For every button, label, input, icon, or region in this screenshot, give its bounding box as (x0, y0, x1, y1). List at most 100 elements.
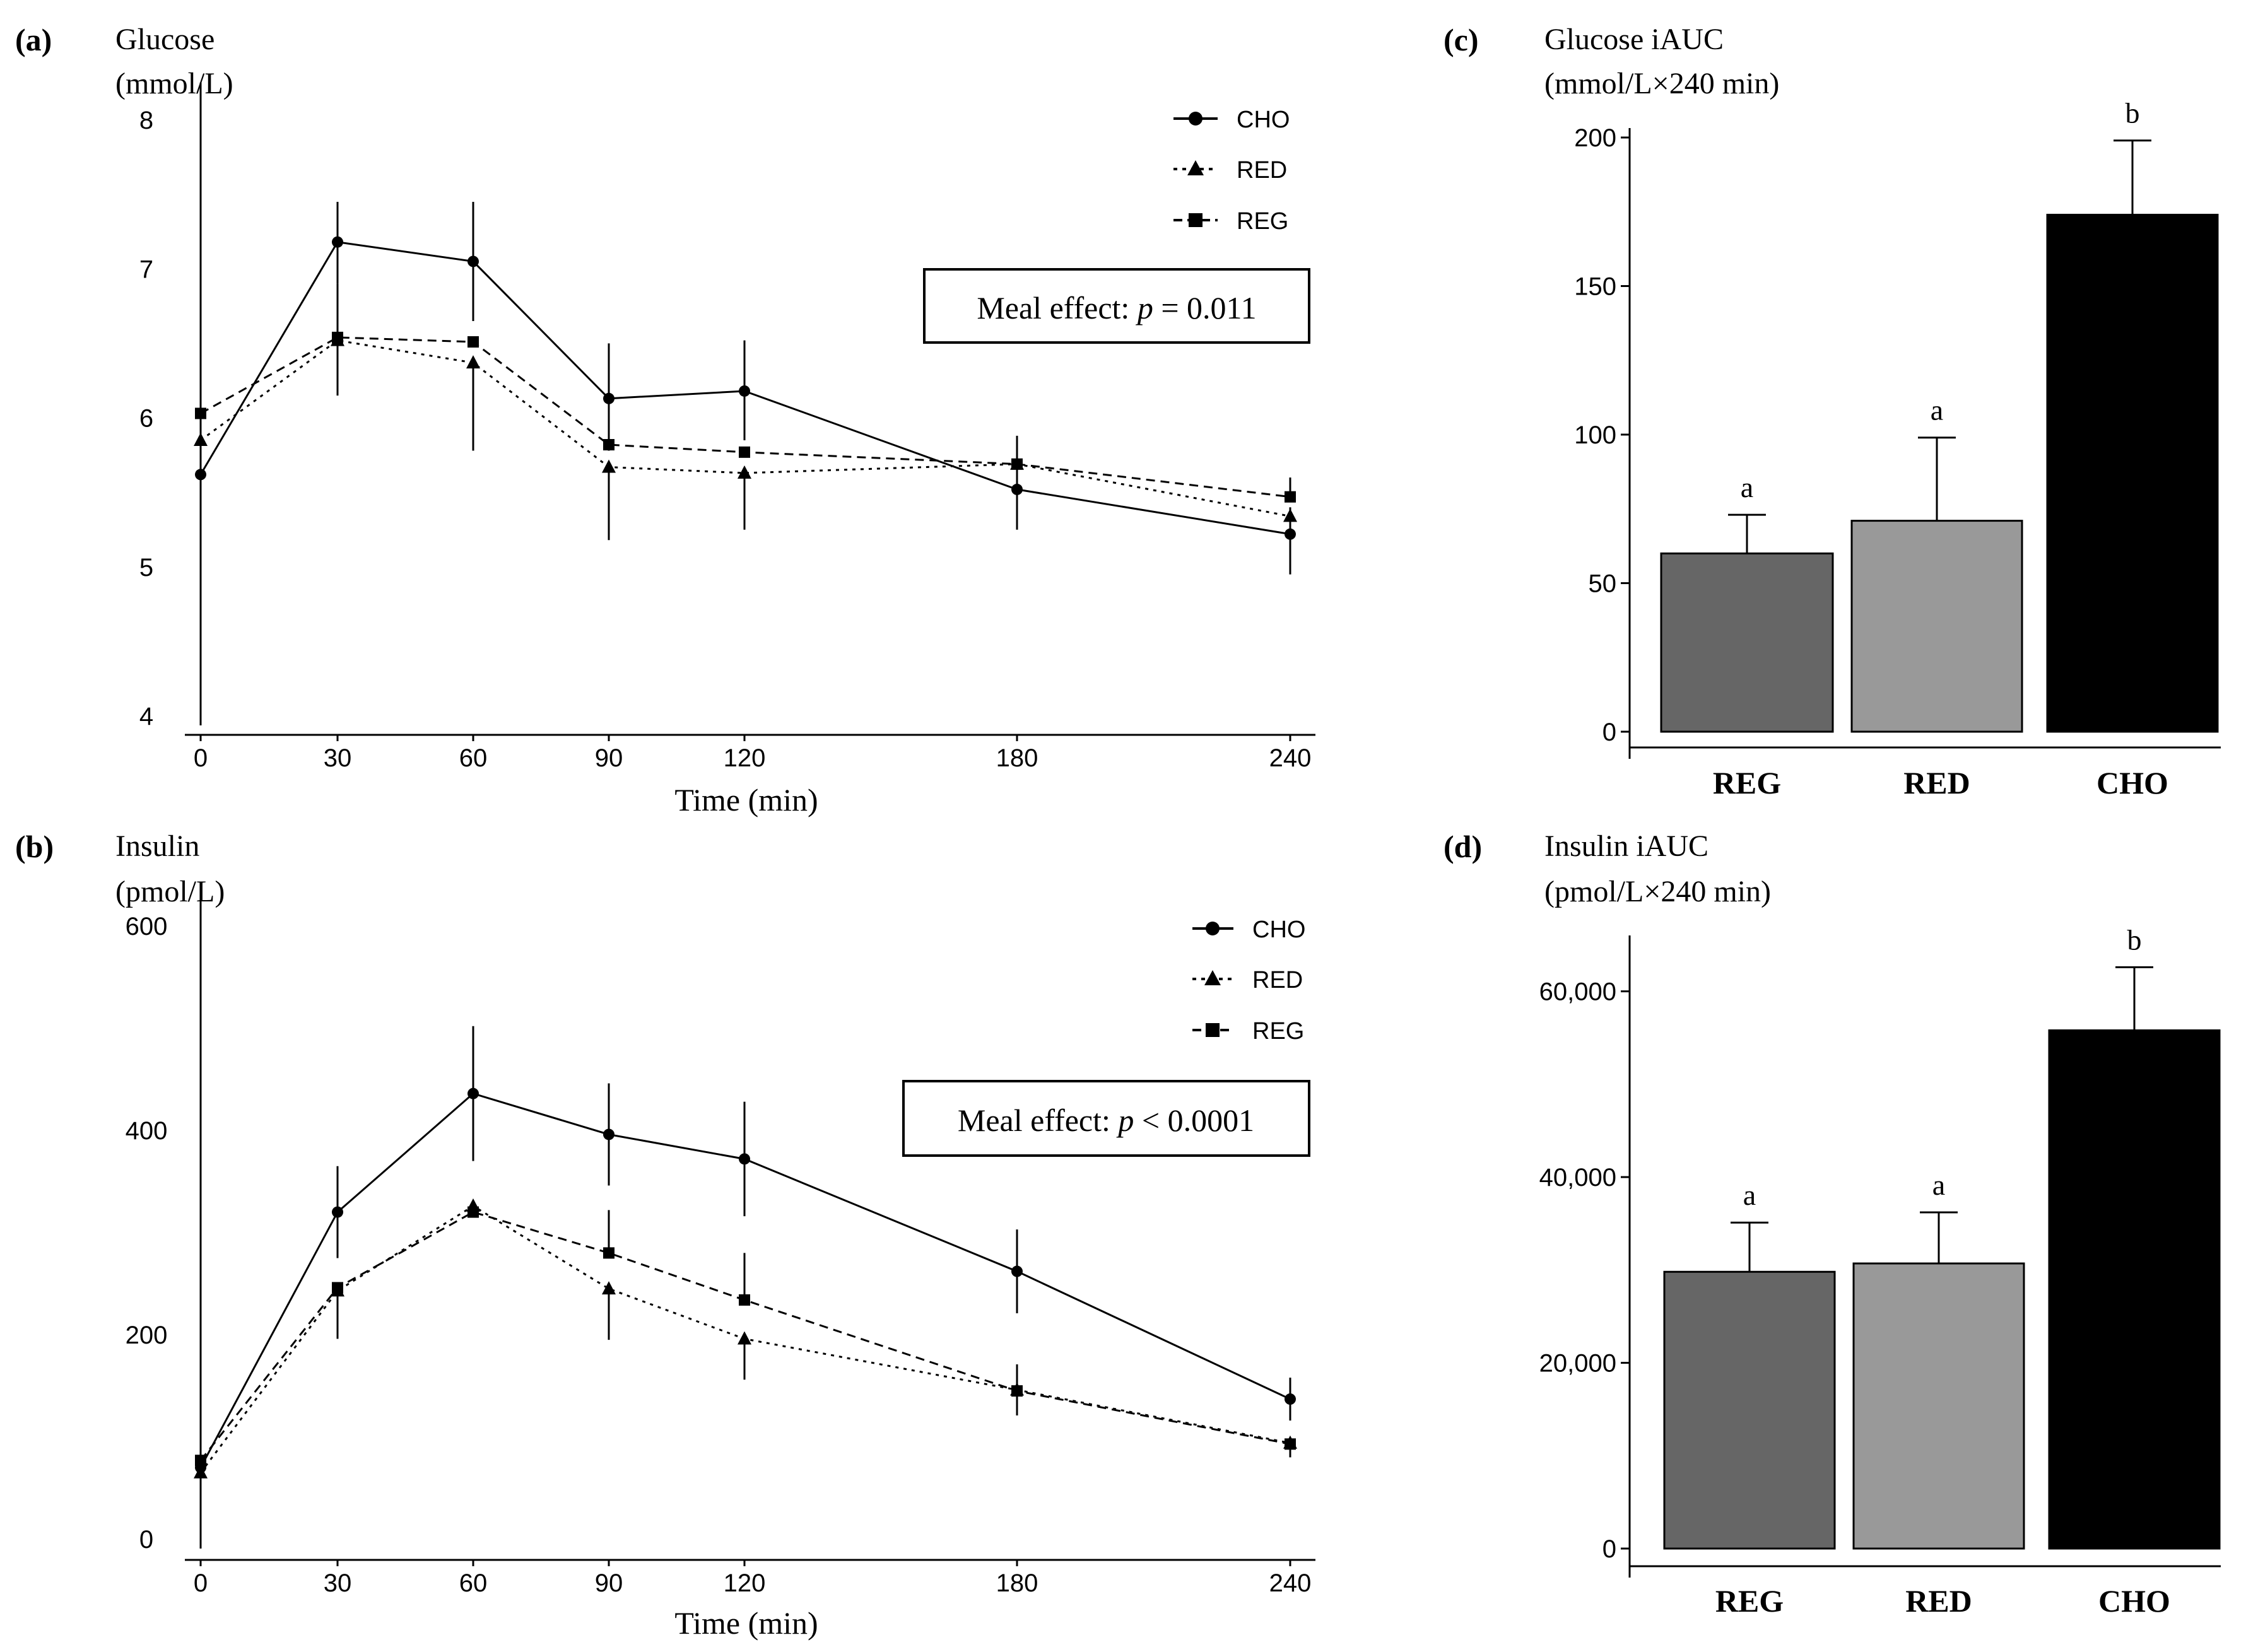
chart-d-ytick-label: 40,000 (1539, 1164, 1616, 1192)
point-a-reg (739, 446, 750, 458)
legend-b-reg: REG (1192, 1018, 1304, 1045)
category-label-c-red: RED (1903, 765, 1970, 800)
chart-b-annotation: Meal effect: p < 0.0001 (902, 1080, 1310, 1157)
point-b-reg (195, 1455, 206, 1467)
point-a-red (738, 465, 751, 479)
point-a-cho (467, 255, 479, 267)
point-a-cho (603, 392, 614, 404)
point-a-cho (1285, 528, 1296, 540)
chart-c-ytick-label: 50 (1589, 570, 1617, 598)
point-a-cho (739, 385, 750, 397)
legend-a-reg: REG (1173, 208, 1288, 235)
panel-b-unit: (pmol/L) (115, 875, 225, 908)
sig-letter-d-red: a (1932, 1169, 1945, 1201)
chart-d-ytick-label: 20,000 (1539, 1350, 1616, 1378)
panel-b-label: (b) (15, 829, 54, 864)
annotation-a-value: = 0.011 (1153, 290, 1257, 325)
panel-c-title: Glucose iAUC (1544, 23, 1724, 56)
point-b-reg (739, 1294, 750, 1306)
chart-a-xtick-label: 240 (1269, 744, 1312, 772)
panel-d: (d) Insulin iAUC (pmol/L×240 min) 0 20,00… (1444, 829, 2221, 1619)
point-b-cho (467, 1087, 479, 1099)
chart-b-xtick-label: 180 (996, 1569, 1038, 1597)
category-label-d-red: RED (1905, 1583, 1972, 1619)
point-b-cho (1011, 1265, 1023, 1277)
annotation-a-p: p (1136, 290, 1153, 325)
sig-letter-c-reg: a (1741, 471, 1753, 503)
chart-b-ytick-label: 0 (139, 1526, 153, 1554)
chart-b-xtick-label: 240 (1269, 1569, 1312, 1597)
point-a-reg (1285, 491, 1296, 503)
chart-a-xtick-label: 90 (595, 744, 623, 772)
legend-b-red: RED (1192, 967, 1303, 993)
point-b-reg (467, 1206, 479, 1218)
bar-c-reg (1660, 552, 1834, 733)
point-b-cho (603, 1128, 614, 1140)
point-a-cho (332, 236, 343, 248)
annotation-b-value: < 0.0001 (1134, 1103, 1254, 1138)
point-a-red (1283, 508, 1297, 522)
point-a-reg (467, 336, 479, 348)
chart-c-ytick-label: 200 (1574, 124, 1616, 152)
chart-a-xtick-label: 180 (996, 744, 1038, 772)
chart-b-ytick-label: 400 (126, 1117, 168, 1145)
panel-d-title: Insulin iAUC (1544, 829, 1708, 863)
panel-a-title: Glucose (115, 23, 215, 56)
legend-a-red-label: RED (1237, 157, 1287, 184)
legend-a-cho: CHO (1173, 107, 1290, 133)
category-label-c-cho: CHO (2096, 765, 2168, 800)
chart-b-xlabel: Time (min) (674, 1605, 818, 1641)
panel-b: (b) Insulin (pmol/L) 0 200 400 600 0 30 60 90 12… (15, 829, 1315, 1641)
point-a-reg (332, 331, 343, 343)
chart-b-xtick-label: 60 (459, 1569, 488, 1597)
point-b-cho (1285, 1393, 1296, 1405)
legend-a-red: RED (1173, 157, 1287, 184)
point-a-red (194, 432, 208, 446)
chart-a-xtick-label: 30 (324, 744, 352, 772)
bar-d-red (1852, 1262, 2025, 1550)
chart-a-ytick-label: 6 (139, 405, 153, 433)
legend-a-reg-label: REG (1237, 208, 1288, 235)
panel-d-label: (d) (1444, 829, 1482, 864)
legend-b-cho-label: CHO (1252, 917, 1305, 943)
panel-a-unit: (mmol/L) (115, 67, 233, 100)
point-a-reg (603, 439, 614, 451)
annotation-a-prefix: Meal effect: (977, 290, 1138, 325)
panel-c-label: (c) (1444, 22, 1479, 57)
chart-b-xtick-label: 90 (595, 1569, 623, 1597)
legend-b-red-label: RED (1252, 967, 1303, 993)
point-b-reg (1011, 1385, 1023, 1397)
bar-c-red (1850, 520, 2023, 733)
chart-b-ytick-label: 600 (126, 913, 168, 940)
chart-d-ytick-label: 60,000 (1539, 978, 1616, 1006)
svg-text:Meal effect: p < 0.0001: Meal effect: p < 0.0001 (958, 1103, 1254, 1138)
point-a-reg (195, 407, 206, 419)
point-a-reg (1011, 458, 1023, 470)
point-b-reg (332, 1282, 343, 1294)
chart-b-xtick-label: 30 (324, 1569, 352, 1597)
annotation-b-prefix: Meal effect: (958, 1103, 1119, 1138)
category-label-c-reg: REG (1713, 765, 1781, 800)
chart-b-legend: CHO RED REG (1192, 917, 1305, 1045)
chart-b-plot: 0 200 400 600 0 30 60 90 120 180 240 (126, 895, 1315, 1597)
chart-a-xtick-label: 60 (459, 744, 488, 772)
panel-c: (c) Glucose iAUC (mmol/L×240 min) 0 50 100… (1444, 22, 2221, 800)
point-b-red (194, 1465, 208, 1479)
panel-c-unit: (mmol/L×240 min) (1544, 67, 1779, 100)
bar-d-reg (1663, 1270, 1836, 1550)
chart-a-ytick-label: 8 (139, 107, 153, 134)
point-a-cho (195, 469, 206, 481)
point-b-cho (332, 1206, 343, 1218)
point-b-red (602, 1281, 616, 1295)
panel-a: (a) Glucose (mmol/L) 4 5 6 7 8 0 30 60 90 120 180 2… (15, 22, 1315, 817)
category-label-d-cho: CHO (2098, 1583, 2170, 1619)
series-a-reg (195, 283, 1296, 503)
point-b-reg (603, 1247, 614, 1259)
chart-a-ytick-label: 5 (139, 554, 153, 582)
chart-c-ytick-label: 100 (1574, 421, 1616, 449)
chart-c-ytick-label: 150 (1574, 273, 1616, 301)
point-b-reg (1285, 1438, 1296, 1450)
svg-text:Meal effect: p = 0.011: Meal effect: p = 0.011 (977, 290, 1256, 325)
category-label-d-reg: REG (1715, 1583, 1784, 1619)
